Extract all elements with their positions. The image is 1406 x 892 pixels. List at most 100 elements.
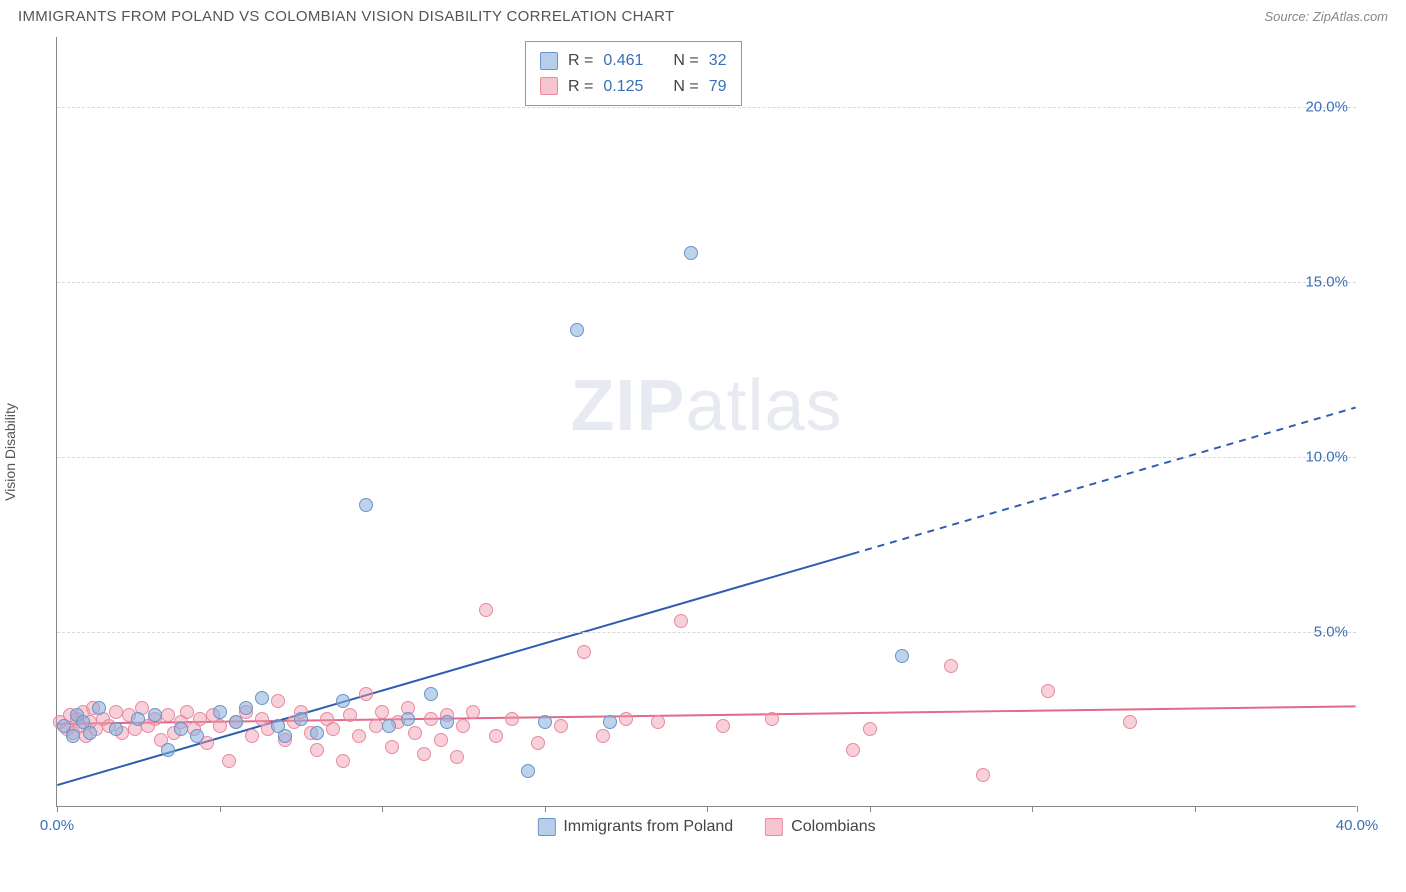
data-point (521, 764, 535, 778)
r-value-colombians: 0.125 (603, 74, 643, 100)
title-bar: IMMIGRANTS FROM POLAND VS COLOMBIAN VISI… (0, 0, 1406, 29)
y-tick-label: 20.0% (1305, 99, 1348, 116)
data-point (489, 729, 503, 743)
data-point (596, 729, 610, 743)
data-point (1041, 684, 1055, 698)
data-point (213, 705, 227, 719)
x-tick-label: 40.0% (1336, 817, 1379, 834)
data-point (92, 701, 106, 715)
watermark-light: atlas (685, 366, 842, 446)
data-point (434, 733, 448, 747)
x-tick (1357, 806, 1358, 812)
y-axis-label: Vision Disability (2, 403, 18, 501)
x-tick (220, 806, 221, 812)
r-label: R = (568, 48, 593, 74)
data-point (619, 712, 633, 726)
data-point (66, 729, 80, 743)
n-label: N = (673, 48, 698, 74)
x-tick (1195, 806, 1196, 812)
legend-item-poland: Immigrants from Poland (537, 818, 733, 836)
x-tick (870, 806, 871, 812)
r-value-poland: 0.461 (603, 48, 643, 74)
data-point (148, 708, 162, 722)
chart-title: IMMIGRANTS FROM POLAND VS COLOMBIAN VISI… (18, 8, 674, 25)
legend-label-poland: Immigrants from Poland (563, 818, 733, 836)
data-point (359, 687, 373, 701)
data-point (863, 722, 877, 736)
data-point (674, 614, 688, 628)
x-tick (57, 806, 58, 812)
data-point (456, 719, 470, 733)
data-point (131, 712, 145, 726)
data-point (83, 726, 97, 740)
data-point (326, 722, 340, 736)
data-point (255, 691, 269, 705)
data-point (944, 659, 958, 673)
watermark-bold: ZIP (570, 366, 685, 446)
data-point (424, 687, 438, 701)
x-tick-label: 0.0% (40, 817, 74, 834)
x-tick (382, 806, 383, 812)
data-point (310, 743, 324, 757)
data-point (466, 705, 480, 719)
data-point (109, 722, 123, 736)
data-point (450, 750, 464, 764)
data-point (343, 708, 357, 722)
data-point (440, 715, 454, 729)
data-point (239, 701, 253, 715)
x-tick (1032, 806, 1033, 812)
n-value-colombians: 79 (709, 74, 727, 100)
n-value-poland: 32 (709, 48, 727, 74)
trend-lines (57, 37, 1356, 806)
stats-legend: R = 0.461 N = 32 R = 0.125 N = 79 (525, 41, 742, 106)
swatch-pink (540, 77, 558, 95)
data-point (271, 719, 285, 733)
data-point (401, 712, 415, 726)
y-tick-label: 10.0% (1305, 449, 1348, 466)
swatch-blue (540, 52, 558, 70)
data-point (180, 705, 194, 719)
series-legend: Immigrants from Poland Colombians (537, 818, 875, 836)
data-point (222, 754, 236, 768)
data-point (229, 715, 243, 729)
data-point (190, 729, 204, 743)
data-point (895, 649, 909, 663)
data-point (577, 645, 591, 659)
data-point (505, 712, 519, 726)
data-point (765, 712, 779, 726)
data-point (538, 715, 552, 729)
trend-line (853, 408, 1356, 554)
source-label: Source: ZipAtlas.com (1264, 9, 1388, 24)
data-point (531, 736, 545, 750)
data-point (161, 743, 175, 757)
data-point (382, 719, 396, 733)
data-point (479, 603, 493, 617)
data-point (684, 246, 698, 260)
data-point (846, 743, 860, 757)
data-point (193, 712, 207, 726)
swatch-pink (765, 818, 783, 836)
legend-label-colombians: Colombians (791, 818, 875, 836)
plot-area: ZIPatlas R = 0.461 N = 32 R = 0.125 N = … (56, 37, 1356, 807)
data-point (294, 712, 308, 726)
y-tick-label: 5.0% (1314, 624, 1348, 641)
data-point (424, 712, 438, 726)
data-point (369, 719, 383, 733)
watermark: ZIPatlas (570, 365, 842, 447)
r-label: R = (568, 74, 593, 100)
data-point (359, 498, 373, 512)
legend-item-colombians: Colombians (765, 818, 875, 836)
n-label: N = (673, 74, 698, 100)
x-tick (545, 806, 546, 812)
data-point (109, 705, 123, 719)
data-point (352, 729, 366, 743)
data-point (385, 740, 399, 754)
plot-wrapper: Vision Disability ZIPatlas R = 0.461 N =… (18, 29, 1388, 859)
stats-row-colombians: R = 0.125 N = 79 (540, 74, 727, 100)
data-point (408, 726, 422, 740)
data-point (174, 722, 188, 736)
grid-line (57, 282, 1356, 283)
data-point (1123, 715, 1137, 729)
swatch-blue (537, 818, 555, 836)
data-point (570, 323, 584, 337)
